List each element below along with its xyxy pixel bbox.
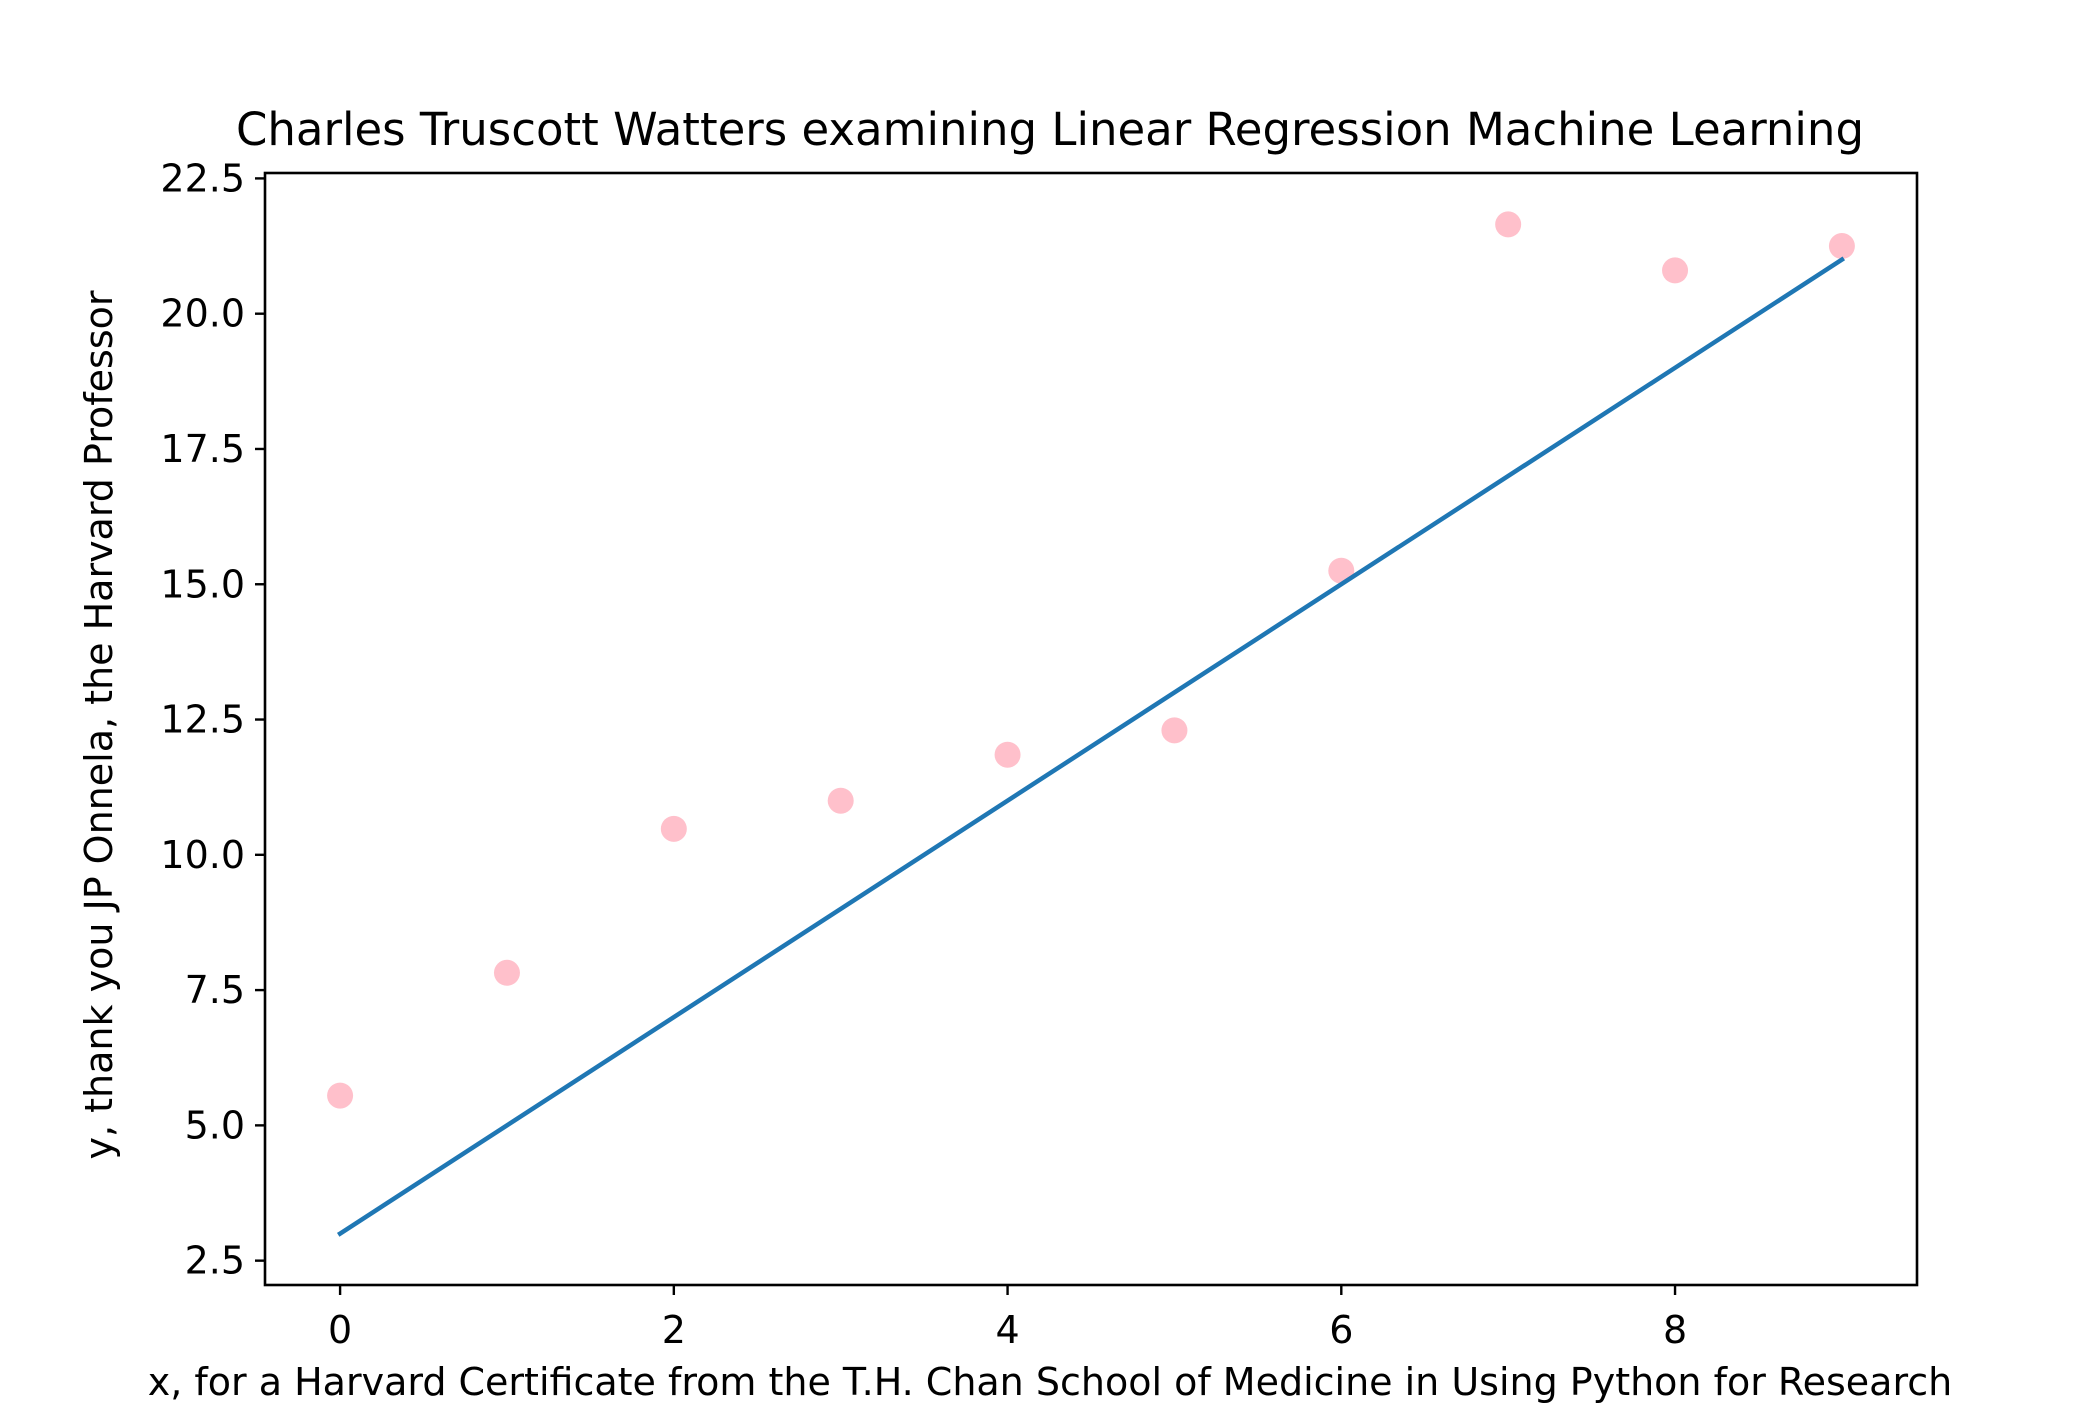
scatter-point (827, 787, 854, 814)
axes (263, 171, 1919, 1287)
y-tick-label: 10.0 (160, 833, 245, 877)
y-tick-label: 15.0 (160, 562, 245, 606)
y-tick-label: 2.5 (185, 1239, 245, 1283)
regression-line (336, 256, 1846, 1237)
scatter-point (1662, 257, 1689, 284)
ticks: 0 2 4 6 8 2.5 5.0 7.5 10.0 12.5 15.0 17.5 20.0 22.5 (160, 156, 1687, 1352)
x-axis-label: x, for a Harvard Certificate from the T.… (148, 1360, 1952, 1404)
scatter-point (994, 741, 1021, 768)
y-tick-label: 5.0 (185, 1103, 245, 1147)
axes-frame (263, 171, 1919, 1287)
x-tick-label: 0 (328, 1308, 352, 1352)
scatter-point (1495, 211, 1522, 238)
scatter-point (493, 959, 520, 986)
x-tick-label: 4 (995, 1308, 1019, 1352)
y-tick-label: 17.5 (160, 427, 245, 471)
chart-title: Charles Truscott Watters examining Linea… (236, 103, 1864, 156)
y-axis-label: y, thank you JP Onnela, the Harvard Prof… (77, 290, 121, 1159)
x-tick-label: 8 (1663, 1308, 1687, 1352)
x-tick-label: 2 (662, 1308, 686, 1352)
y-tick-label: 7.5 (185, 968, 245, 1012)
scatter-point (1828, 233, 1855, 260)
y-tick-label: 22.5 (160, 156, 245, 200)
y-tick-label: 20.0 (160, 292, 245, 336)
scatter-point (660, 815, 687, 842)
y-tick-label: 12.5 (160, 698, 245, 742)
x-tick-label: 6 (1329, 1308, 1353, 1352)
plot-area (327, 211, 1855, 1237)
scatter-point (1161, 717, 1188, 744)
scatter-point (327, 1082, 354, 1109)
scatter-point (1328, 557, 1355, 584)
